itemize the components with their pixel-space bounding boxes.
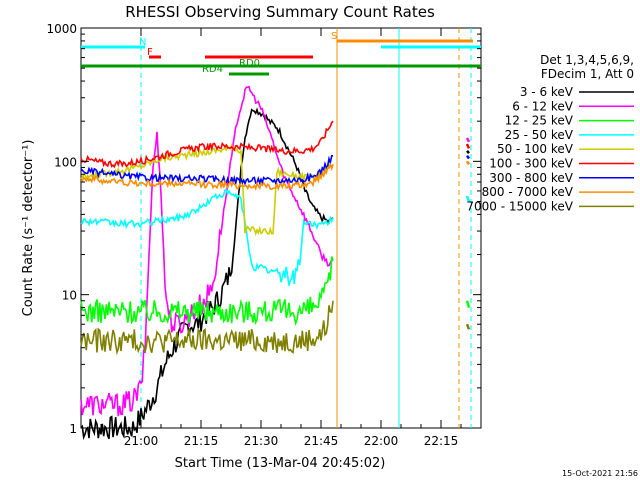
x-tick-label: 21:45 [304, 434, 339, 448]
series-late-segment-7000-15000-kev [465, 323, 471, 330]
x-axis-label: Start Time (13-Mar-04 20:45:02) [175, 456, 386, 471]
series-line-800-7000-kev [80, 162, 334, 192]
x-tick-label: 21:15 [184, 434, 219, 448]
series-late-segment-3-6-kev [466, 149, 470, 155]
flag-label-s: S [331, 31, 337, 42]
legend-label-6-12-kev: 6 - 12 keV [512, 99, 574, 113]
flag-label-n: N [139, 37, 146, 48]
y-axis-label: Count Rate (s⁻¹ detector⁻¹) [21, 140, 36, 317]
legend-label-100-300-kev: 100 - 300 keV [489, 157, 573, 171]
legend-label-3-6-kev: 3 - 6 keV [520, 85, 574, 99]
footer-date: 15-Oct-2021 21:56 [562, 469, 638, 478]
legend-label-800-7000-kev: 800 - 7000 keV [482, 185, 574, 199]
series-line-6-12-kev [80, 85, 334, 417]
series-line-100-300-kev [80, 120, 334, 169]
vertical-markers [140, 28, 472, 428]
flag-label-f: F [147, 47, 153, 58]
series-late-segment-800-7000-kev [465, 160, 471, 165]
flag-label-rd0: RD0 [239, 58, 260, 69]
legend: Det 1,3,4,5,6,9, FDecim 1, Att 0 3 - 6 k… [466, 53, 634, 213]
x-tick-label: 21:30 [244, 434, 279, 448]
legend-label-50-100-kev: 50 - 100 keV [497, 142, 574, 156]
y-tick-label: 10 [62, 289, 77, 303]
series-line-7000-15000-kev [80, 300, 334, 356]
series-late-segment-25-50-kev [465, 195, 471, 202]
flags-layer: NF RD0 RD4 S [81, 31, 481, 76]
legend-label-300-800-kev: 300 - 800 keV [489, 171, 573, 185]
y-tick-label: 1000 [46, 22, 77, 36]
legend-label-7000-15000-kev: 7000 - 15000 keV [466, 199, 573, 213]
series-late-segment-300-800-kev [465, 155, 471, 160]
series-late-segment-100-300-kev [465, 143, 471, 149]
series-late-segment-12-25-kev [465, 300, 471, 308]
x-tick-label: 22:00 [364, 434, 399, 448]
legend-header-line-2: FDecim 1, Att 0 [541, 67, 634, 81]
legend-label-25-50-kev: 25 - 50 keV [505, 128, 574, 142]
series-line-12-25-kev [80, 256, 334, 327]
series-line-300-800-kev [80, 154, 334, 187]
legend-header-line-1: Det 1,3,4,5,6,9, [540, 53, 634, 67]
legend-label-12-25-kev: 12 - 25 keV [505, 114, 574, 128]
flag-label-rd4: RD4 [202, 64, 223, 75]
series-late-segment-6-12-kev [465, 137, 471, 143]
series-line-25-50-kev [80, 189, 334, 286]
series-layer [80, 85, 471, 441]
axes-layer: 21:00 21:15 21:30 21:45 22:00 22:15 1 10 100 1000 [46, 22, 482, 448]
series-line-50-100-kev [80, 143, 334, 237]
y-tick-label: 100 [54, 155, 77, 169]
chart-title: RHESSI Observing Summary Count Rates [125, 3, 435, 21]
x-tick-label: 21:00 [124, 434, 159, 448]
x-tick-label: 22:15 [424, 434, 459, 448]
y-tick-label: 1 [69, 422, 77, 436]
